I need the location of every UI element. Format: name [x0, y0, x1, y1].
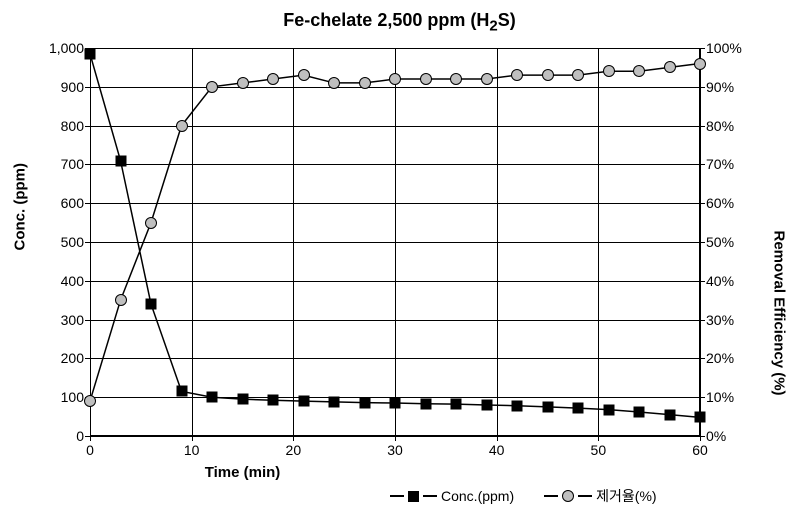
chart-title: Fe-chelate 2,500 ppm (H2S) [0, 10, 799, 35]
circle-marker [359, 77, 371, 89]
square-marker [176, 386, 187, 397]
y-right-tick-label: 20% [700, 350, 734, 366]
y-left-tick-label: 700 [61, 156, 90, 172]
y-right-tick-label: 90% [700, 79, 734, 95]
circle-marker [328, 77, 340, 89]
square-marker [237, 394, 248, 405]
square-marker [695, 412, 706, 423]
square-marker [298, 396, 309, 407]
circle-marker [450, 73, 462, 85]
grid-vertical [192, 48, 193, 436]
y-axis-right-label: Removal Efficiency (%) [771, 231, 788, 251]
circle-marker [633, 65, 645, 77]
x-axis-label: Time (min) [90, 464, 395, 481]
y-right-tick-label: 10% [700, 389, 734, 405]
x-tick-label: 10 [184, 436, 200, 458]
circle-marker [664, 61, 676, 73]
legend: Conc.(ppm) 제거율(%) [390, 486, 657, 506]
square-marker [512, 400, 523, 411]
square-marker [603, 404, 614, 415]
x-tick-label: 0 [86, 436, 94, 458]
grid-vertical [293, 48, 294, 436]
legend-line [578, 495, 592, 497]
y-left-tick-label: 300 [61, 312, 90, 328]
grid-vertical [700, 48, 701, 436]
legend-line [423, 495, 437, 497]
x-tick-label: 60 [692, 436, 708, 458]
y-left-tick-label: 900 [61, 79, 90, 95]
square-marker [634, 406, 645, 417]
square-marker [420, 398, 431, 409]
y-left-tick-label: 400 [61, 273, 90, 289]
y-right-tick-label: 100% [700, 40, 742, 56]
circle-marker [176, 120, 188, 132]
y-right-tick-label: 50% [700, 234, 734, 250]
square-marker [451, 399, 462, 410]
chart-container: Fe-chelate 2,500 ppm (H2S) 0100200300400… [0, 0, 799, 512]
square-marker [329, 396, 340, 407]
circle-marker [420, 73, 432, 85]
x-tick-label: 50 [591, 436, 607, 458]
y-right-tick-label: 80% [700, 118, 734, 134]
square-marker [146, 299, 157, 310]
legend-item: 제거율(%) [544, 486, 656, 506]
y-left-tick-label: 500 [61, 234, 90, 250]
legend-label: Conc.(ppm) [441, 488, 514, 504]
square-marker [85, 48, 96, 59]
grid-vertical [90, 48, 91, 436]
circle-marker [267, 73, 279, 85]
square-marker [115, 155, 126, 166]
y-left-tick-label: 600 [61, 195, 90, 211]
circle-marker [481, 73, 493, 85]
x-tick-label: 30 [387, 436, 403, 458]
legend-circle-icon [562, 490, 574, 502]
legend-item: Conc.(ppm) [390, 488, 514, 504]
circle-marker [298, 69, 310, 81]
legend-square-icon [408, 491, 419, 502]
square-marker [390, 398, 401, 409]
y-right-tick-label: 30% [700, 312, 734, 328]
y-left-tick-label: 800 [61, 118, 90, 134]
y-left-tick-label: 200 [61, 350, 90, 366]
x-tick-label: 40 [489, 436, 505, 458]
grid-vertical [395, 48, 396, 436]
y-right-tick-label: 40% [700, 273, 734, 289]
square-marker [664, 409, 675, 420]
y-right-tick-label: 70% [700, 156, 734, 172]
square-marker [481, 399, 492, 410]
legend-line [544, 495, 558, 497]
circle-marker [694, 58, 706, 70]
circle-marker [511, 69, 523, 81]
square-marker [268, 395, 279, 406]
square-marker [207, 392, 218, 403]
square-marker [573, 403, 584, 414]
plot-area: 01002003004005006007008009001,0000%10%20… [90, 48, 700, 436]
circle-marker [115, 294, 127, 306]
circle-marker [389, 73, 401, 85]
circle-marker [237, 77, 249, 89]
square-marker [542, 401, 553, 412]
legend-line [390, 495, 404, 497]
circle-marker [145, 217, 157, 229]
square-marker [359, 397, 370, 408]
y-axis-left-label: Conc. (ppm) [12, 231, 29, 251]
y-right-tick-label: 60% [700, 195, 734, 211]
grid-vertical [598, 48, 599, 436]
circle-marker [603, 65, 615, 77]
circle-marker [84, 395, 96, 407]
circle-marker [542, 69, 554, 81]
x-tick-label: 20 [286, 436, 302, 458]
circle-marker [206, 81, 218, 93]
circle-marker [572, 69, 584, 81]
legend-label: 제거율(%) [596, 486, 656, 506]
grid-vertical [497, 48, 498, 436]
